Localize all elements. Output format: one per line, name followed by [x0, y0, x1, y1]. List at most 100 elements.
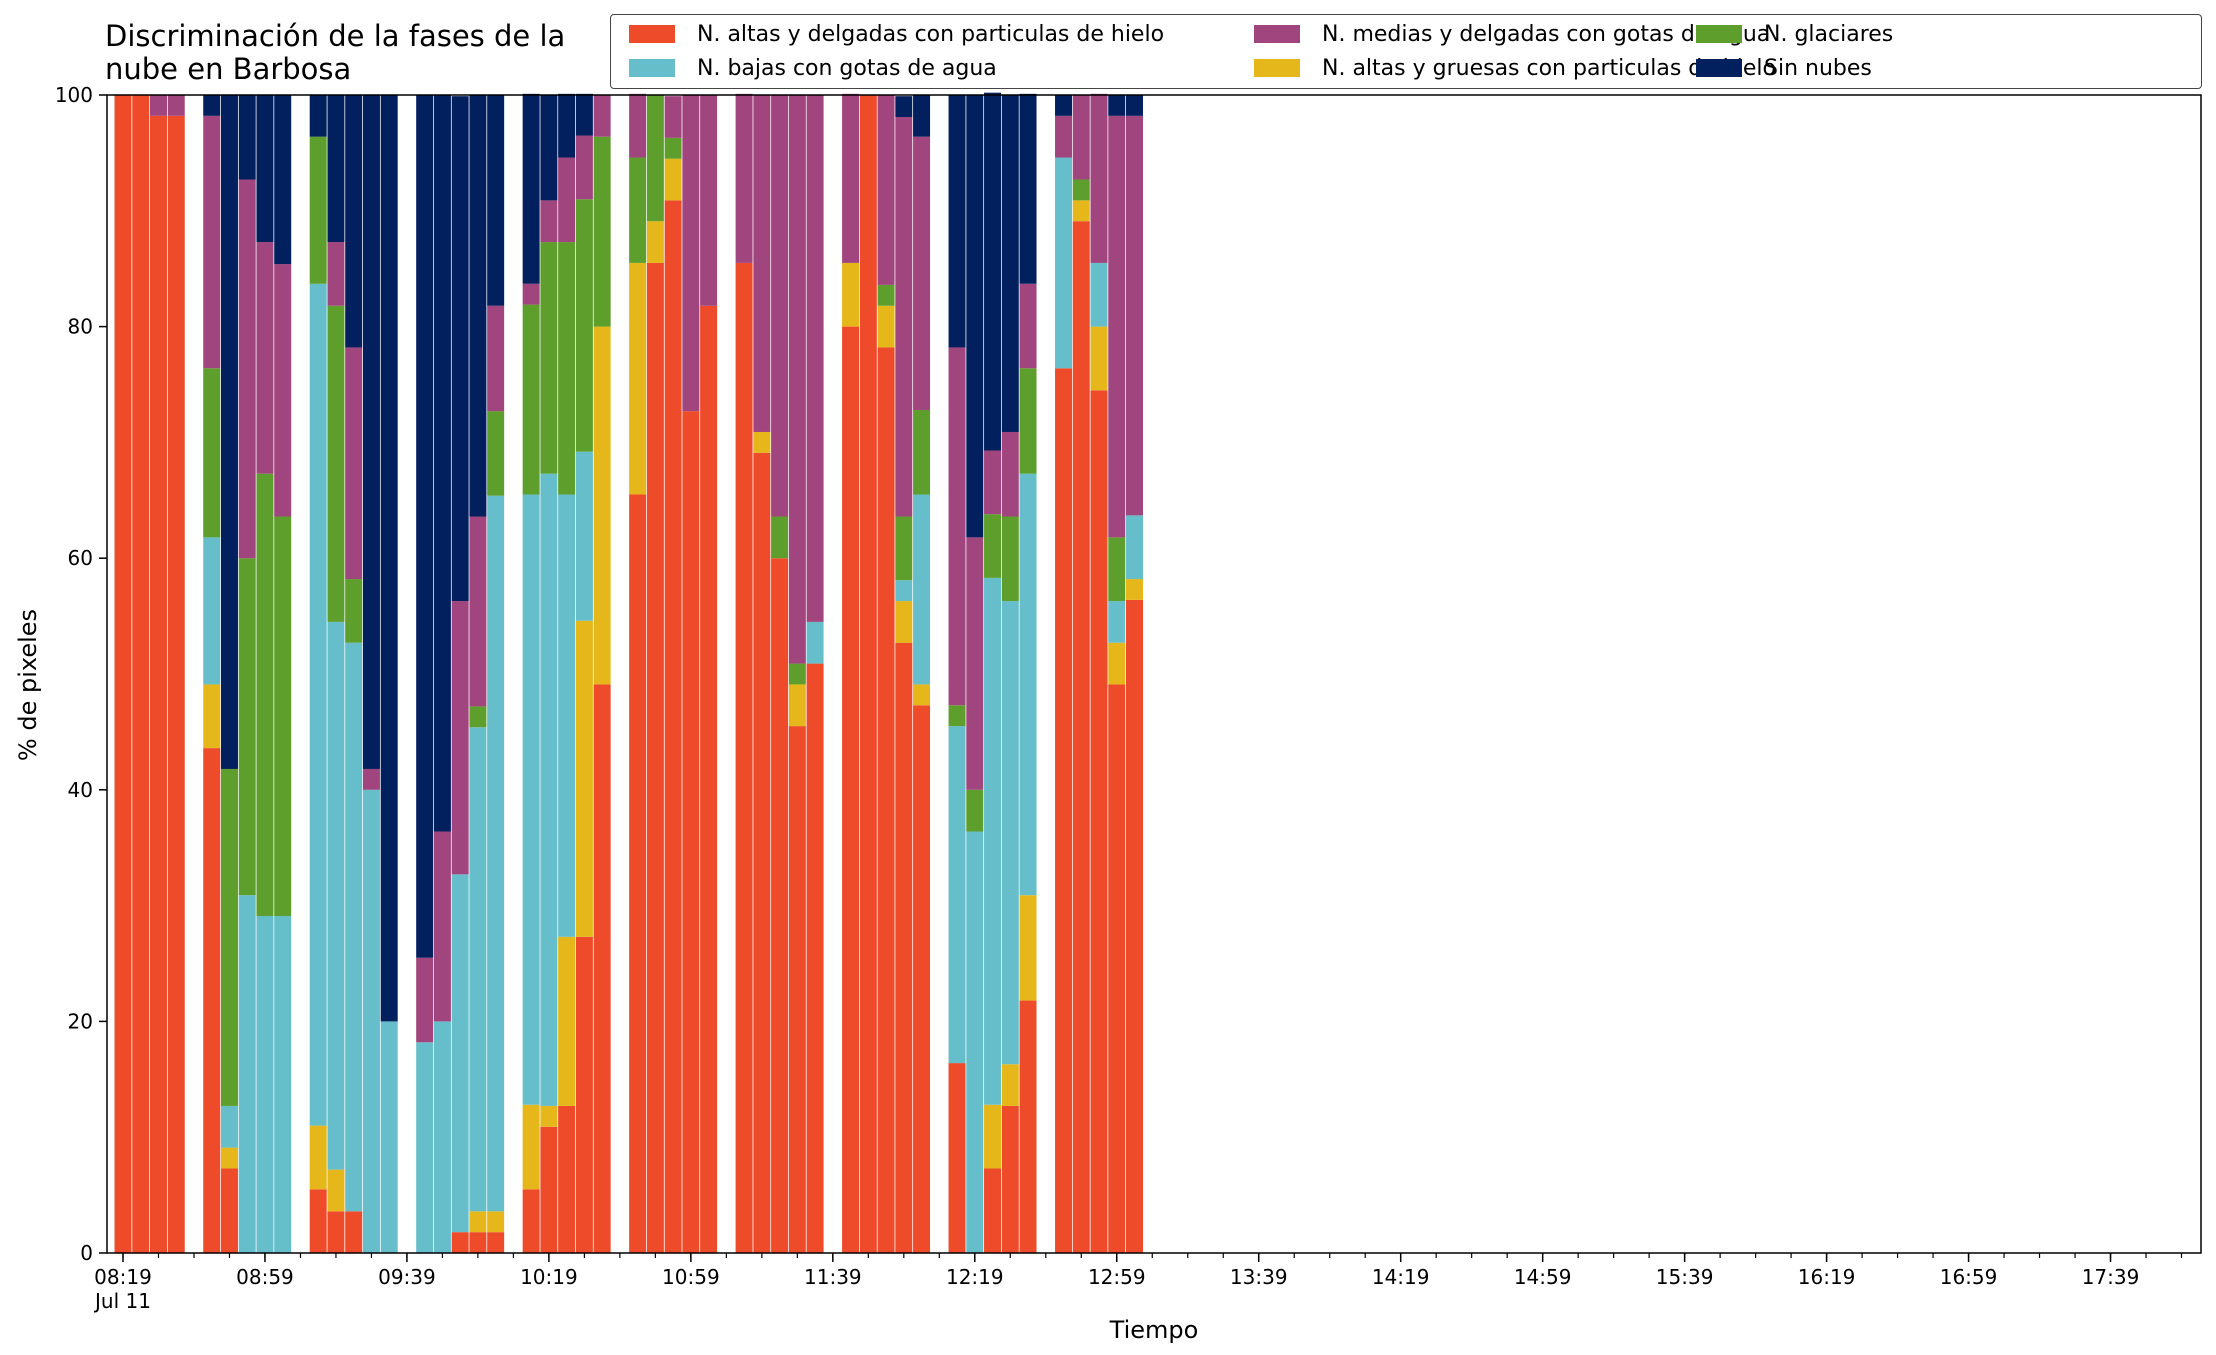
bar-segment [522, 283, 540, 305]
bar-segment [1126, 515, 1144, 580]
bar-segment [362, 95, 380, 769]
legend-swatch [1696, 25, 1742, 43]
legend-label: N. altas y delgadas con particulas de hi… [697, 21, 1165, 47]
bar-segment [558, 1105, 576, 1253]
bar-segment [1090, 93, 1108, 263]
bar-segment [1019, 895, 1037, 1001]
bar-stack [487, 95, 505, 1253]
bar-segment [984, 1168, 1002, 1253]
bar-segment [984, 577, 1002, 1105]
bar-stack [1072, 95, 1090, 1254]
bar-segment [966, 537, 984, 790]
bar-segment [948, 1063, 966, 1253]
bar-segment [664, 96, 682, 138]
bar-segment [771, 558, 789, 1253]
bar-stack [380, 95, 398, 1253]
legend-label: N. bajas con gotas de agua [697, 55, 997, 81]
bar-segment [966, 789, 984, 832]
bar-segment [487, 95, 505, 306]
legend-item: N. altas y delgadas con particulas de hi… [629, 19, 1164, 49]
bar-stack [132, 95, 150, 1253]
bar-segment [913, 95, 931, 137]
bar-segment [1108, 115, 1126, 538]
bar-segment [451, 1232, 469, 1253]
x-tick-label: 15:39 [1656, 1265, 1714, 1289]
bar-segment [1072, 200, 1090, 222]
bar-segment [220, 1147, 238, 1169]
bar-segment [540, 200, 558, 243]
bar-segment [842, 326, 860, 1254]
bar-stack [558, 93, 576, 1253]
bar-segment [238, 895, 256, 1253]
bar-segment [540, 1105, 558, 1127]
bar-segment [842, 93, 860, 263]
bar-segment [1055, 157, 1073, 369]
bar-segment [114, 95, 132, 1253]
bar-segment [540, 95, 558, 201]
bar-segment [1108, 95, 1126, 116]
bar-segment [522, 93, 540, 284]
y-tick-label: 0 [80, 1241, 93, 1265]
bar-segment [487, 305, 505, 412]
bar-segment [895, 96, 913, 117]
bar-segment [842, 262, 860, 327]
bar-segment [433, 95, 451, 832]
bar-segment [700, 95, 718, 306]
bar-segment [274, 264, 292, 517]
bar-segment [220, 1168, 238, 1253]
y-tick-label: 40 [68, 778, 93, 802]
bar-segment [984, 92, 1002, 451]
bar-segment [966, 831, 984, 1253]
bar-segment [913, 494, 931, 685]
bar-segment [895, 601, 913, 643]
bar-stack [984, 92, 1002, 1253]
x-tick-label: 14:19 [1372, 1265, 1430, 1289]
bar-segment [416, 1042, 434, 1253]
bar-segment [149, 115, 167, 1254]
bar-segment [984, 1104, 1002, 1169]
bar-stack [327, 95, 345, 1253]
bar-stack [646, 95, 664, 1253]
bar-segment [362, 768, 380, 790]
bar-segment [451, 96, 469, 602]
bar-segment [309, 136, 327, 284]
bar-stack [167, 95, 185, 1254]
legend-item: Sin nubes [1696, 53, 1872, 83]
bar-segment [380, 1021, 398, 1253]
bar-segment [682, 95, 700, 412]
bar-segment [469, 95, 487, 517]
bar-segment [433, 1021, 451, 1253]
bar-segment [948, 347, 966, 706]
bar-segment [1072, 221, 1090, 1254]
x-tick-label: 17:39 [2082, 1265, 2140, 1289]
bar-stack [256, 95, 274, 1253]
bar-segment [327, 1169, 345, 1212]
bar-segment [167, 95, 185, 116]
chart-legend: N. altas y delgadas con particulas de hi… [610, 14, 2202, 89]
bar-segment [256, 916, 274, 1253]
bar-segment [771, 95, 789, 517]
bar-segment [913, 409, 931, 495]
y-tick-label: 60 [68, 546, 93, 570]
bar-segment [1126, 599, 1144, 1253]
bar-stack [540, 95, 558, 1253]
bar-segment [682, 411, 700, 1253]
bar-segment [593, 326, 611, 685]
bar-segment [806, 621, 824, 664]
bar-segment [345, 642, 363, 1212]
bar-stack [788, 95, 806, 1253]
bar-segment [806, 95, 824, 622]
x-tick-label: 16:19 [1798, 1265, 1856, 1289]
bar-segment [1001, 1105, 1019, 1253]
bar-segment [149, 95, 167, 116]
bar-segment [345, 1211, 363, 1253]
legend-swatch [1254, 25, 1300, 43]
bar-segment [345, 95, 363, 348]
bar-segment [913, 136, 931, 410]
bar-segment [1108, 642, 1126, 685]
bar-stack [416, 95, 434, 1253]
bar-segment [558, 93, 576, 158]
bar-segment [522, 1104, 540, 1190]
bar-segment [558, 157, 576, 243]
